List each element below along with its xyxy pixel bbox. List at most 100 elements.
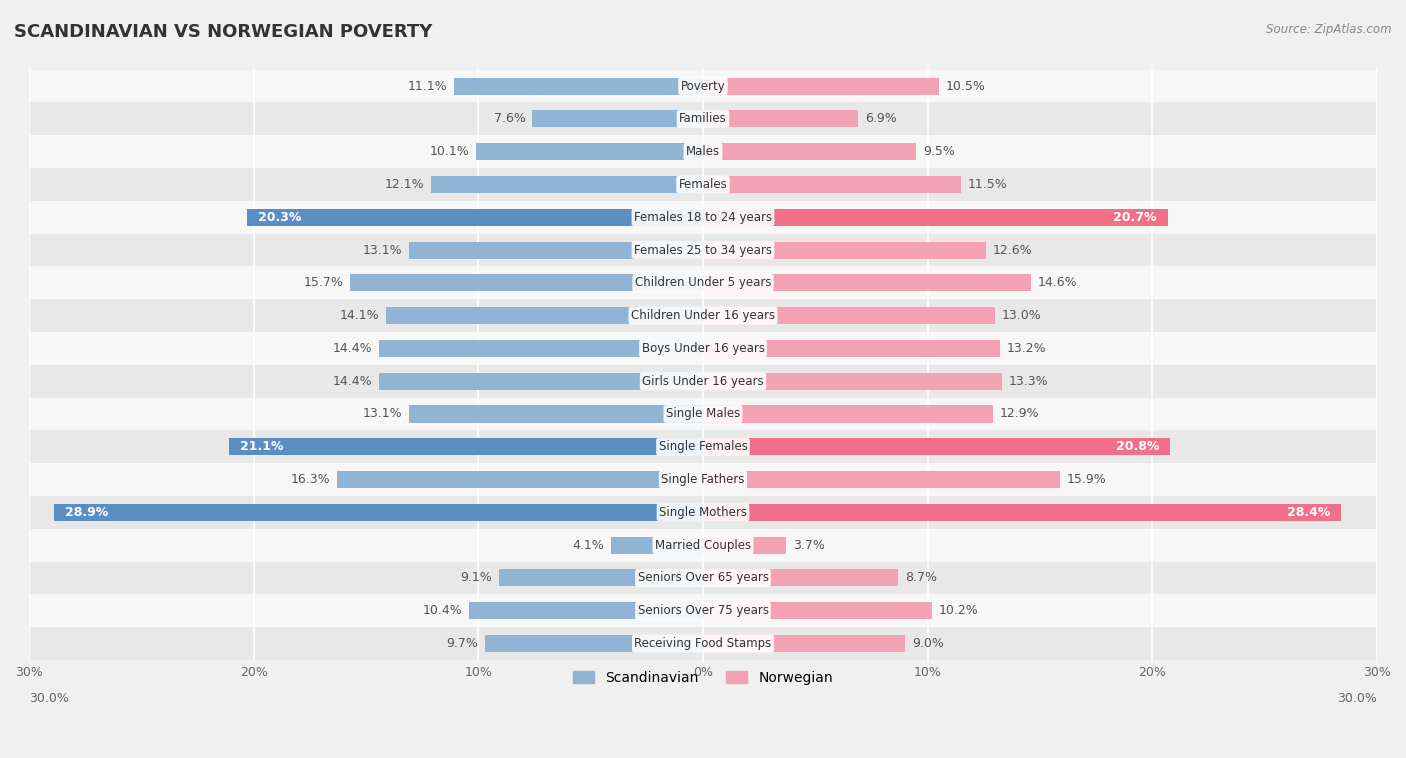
Text: 13.1%: 13.1% xyxy=(363,408,402,421)
Bar xyxy=(703,569,898,587)
Text: 8.7%: 8.7% xyxy=(905,572,938,584)
Text: 9.0%: 9.0% xyxy=(912,637,943,650)
Bar xyxy=(703,111,858,127)
Bar xyxy=(380,373,703,390)
Bar xyxy=(380,340,703,357)
Bar xyxy=(703,242,986,258)
Bar xyxy=(610,537,703,553)
Legend: Scandinavian, Norwegian: Scandinavian, Norwegian xyxy=(568,665,838,691)
Text: Single Fathers: Single Fathers xyxy=(661,473,745,486)
Bar xyxy=(30,266,1376,299)
Text: Married Couples: Married Couples xyxy=(655,539,751,552)
Text: 3.7%: 3.7% xyxy=(793,539,825,552)
Text: Receiving Food Stamps: Receiving Food Stamps xyxy=(634,637,772,650)
Text: Females 18 to 24 years: Females 18 to 24 years xyxy=(634,211,772,224)
Bar xyxy=(703,602,932,619)
Text: 30.0%: 30.0% xyxy=(30,692,69,705)
Text: Females 25 to 34 years: Females 25 to 34 years xyxy=(634,243,772,256)
Bar xyxy=(533,111,703,127)
Text: 10.2%: 10.2% xyxy=(939,604,979,617)
Bar xyxy=(477,143,703,160)
Bar xyxy=(30,233,1376,266)
Text: Females: Females xyxy=(679,178,727,191)
Text: 14.1%: 14.1% xyxy=(340,309,380,322)
Bar xyxy=(703,176,962,193)
Text: SCANDINAVIAN VS NORWEGIAN POVERTY: SCANDINAVIAN VS NORWEGIAN POVERTY xyxy=(14,23,433,41)
Bar xyxy=(30,365,1376,398)
Text: 11.5%: 11.5% xyxy=(969,178,1008,191)
Bar xyxy=(409,242,703,258)
Bar xyxy=(53,504,703,521)
Text: 9.7%: 9.7% xyxy=(447,637,478,650)
Text: 12.1%: 12.1% xyxy=(385,178,425,191)
Bar xyxy=(30,135,1376,168)
Text: 12.6%: 12.6% xyxy=(993,243,1032,256)
Bar xyxy=(703,143,917,160)
Text: Families: Families xyxy=(679,112,727,125)
Bar xyxy=(703,471,1060,488)
Bar xyxy=(409,406,703,422)
Bar xyxy=(229,438,703,456)
Text: Girls Under 16 years: Girls Under 16 years xyxy=(643,374,763,387)
Bar xyxy=(30,201,1376,233)
Bar xyxy=(454,77,703,95)
Text: 13.3%: 13.3% xyxy=(1008,374,1049,387)
Bar xyxy=(30,562,1376,594)
Text: 14.4%: 14.4% xyxy=(333,342,373,355)
Bar xyxy=(470,602,703,619)
Text: 20.3%: 20.3% xyxy=(259,211,301,224)
Bar xyxy=(30,70,1376,102)
Text: 7.6%: 7.6% xyxy=(494,112,526,125)
Text: Males: Males xyxy=(686,146,720,158)
Text: 6.9%: 6.9% xyxy=(865,112,897,125)
Bar xyxy=(703,373,1002,390)
Bar xyxy=(350,274,703,291)
Text: 16.3%: 16.3% xyxy=(291,473,330,486)
Text: 20.7%: 20.7% xyxy=(1114,211,1157,224)
Text: Poverty: Poverty xyxy=(681,80,725,92)
Bar xyxy=(499,569,703,587)
Text: Boys Under 16 years: Boys Under 16 years xyxy=(641,342,765,355)
Bar xyxy=(703,406,993,422)
Text: Single Mothers: Single Mothers xyxy=(659,506,747,519)
Bar xyxy=(703,438,1170,456)
Text: Single Females: Single Females xyxy=(658,440,748,453)
Text: 13.0%: 13.0% xyxy=(1002,309,1042,322)
Bar xyxy=(387,307,703,324)
Text: 10.1%: 10.1% xyxy=(430,146,470,158)
Text: Children Under 5 years: Children Under 5 years xyxy=(634,277,772,290)
Text: 21.1%: 21.1% xyxy=(240,440,284,453)
Text: Children Under 16 years: Children Under 16 years xyxy=(631,309,775,322)
Bar xyxy=(247,208,703,226)
Text: 20.8%: 20.8% xyxy=(1116,440,1159,453)
Bar xyxy=(30,299,1376,332)
Text: 15.7%: 15.7% xyxy=(304,277,343,290)
Bar xyxy=(30,529,1376,562)
Text: 13.1%: 13.1% xyxy=(363,243,402,256)
Text: 9.1%: 9.1% xyxy=(460,572,492,584)
Text: Source: ZipAtlas.com: Source: ZipAtlas.com xyxy=(1267,23,1392,36)
Text: Seniors Over 65 years: Seniors Over 65 years xyxy=(637,572,769,584)
Bar xyxy=(30,627,1376,660)
Text: 10.5%: 10.5% xyxy=(946,80,986,92)
Text: 12.9%: 12.9% xyxy=(1000,408,1039,421)
Bar xyxy=(703,307,995,324)
Text: 30.0%: 30.0% xyxy=(1337,692,1376,705)
Bar xyxy=(485,635,703,652)
Bar xyxy=(703,340,1000,357)
Text: 28.4%: 28.4% xyxy=(1286,506,1330,519)
Bar xyxy=(703,635,905,652)
Bar xyxy=(30,332,1376,365)
Bar xyxy=(30,168,1376,201)
Text: 4.1%: 4.1% xyxy=(572,539,605,552)
Text: 28.9%: 28.9% xyxy=(65,506,108,519)
Bar xyxy=(30,594,1376,627)
Text: 13.2%: 13.2% xyxy=(1007,342,1046,355)
Bar xyxy=(703,504,1341,521)
Bar xyxy=(703,77,939,95)
Text: 14.4%: 14.4% xyxy=(333,374,373,387)
Text: 11.1%: 11.1% xyxy=(408,80,447,92)
Text: 14.6%: 14.6% xyxy=(1038,277,1077,290)
Text: 10.4%: 10.4% xyxy=(423,604,463,617)
Bar xyxy=(30,398,1376,431)
